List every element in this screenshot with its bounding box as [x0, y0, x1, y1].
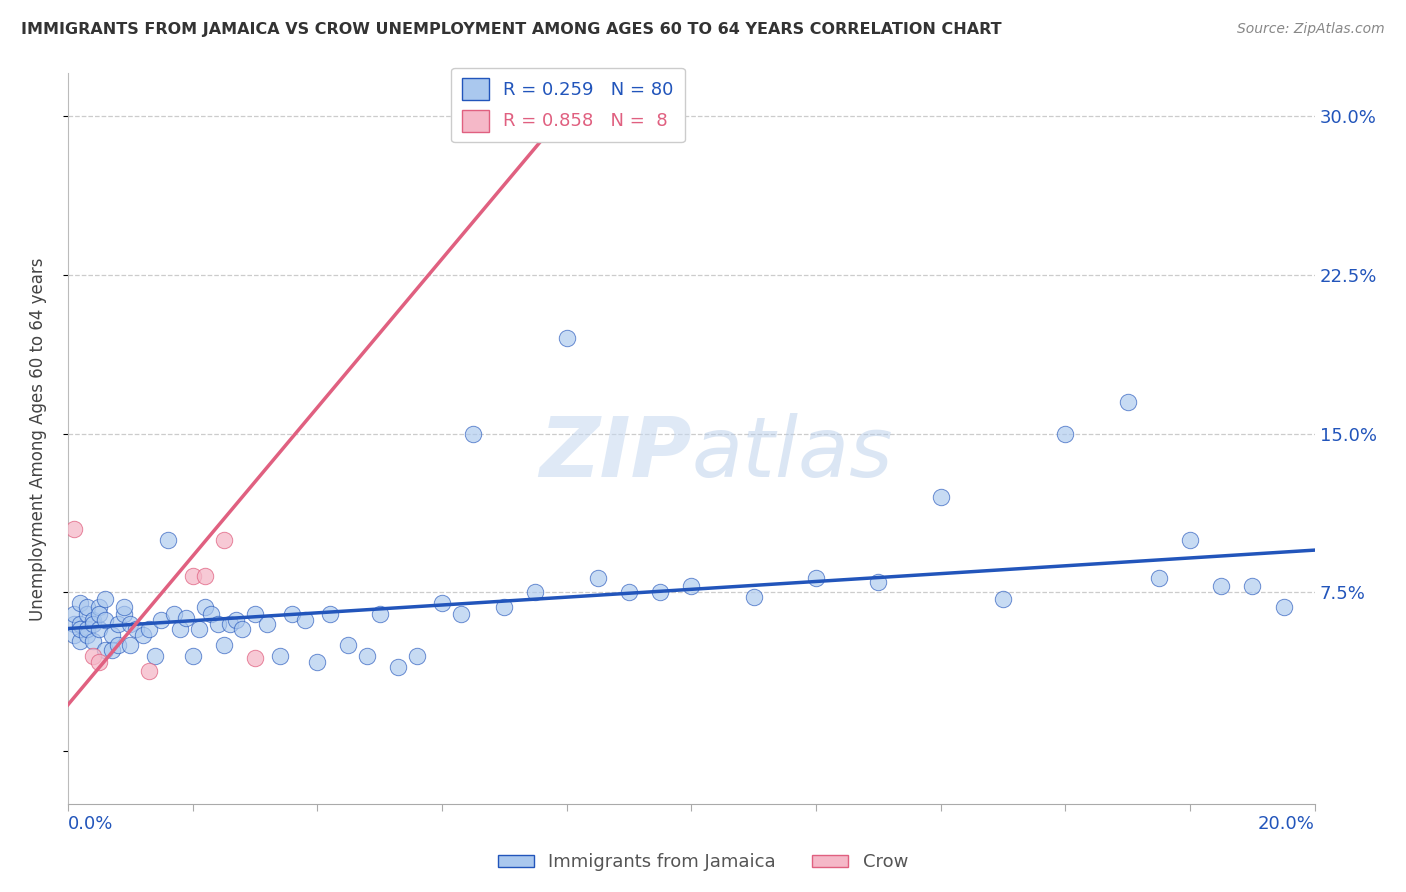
Text: 20.0%: 20.0%	[1258, 815, 1315, 833]
Point	[181, 649, 204, 664]
Point	[76, 600, 98, 615]
Point	[176, 611, 198, 625]
Point	[63, 522, 86, 536]
Point	[1178, 533, 1201, 547]
Point	[63, 617, 86, 632]
Point	[406, 649, 429, 664]
Text: Source: ZipAtlas.com: Source: ZipAtlas.com	[1237, 22, 1385, 37]
Point	[94, 642, 117, 657]
Point	[156, 533, 179, 547]
Point	[212, 639, 235, 653]
Text: ZIP: ZIP	[538, 413, 692, 494]
Point	[120, 617, 142, 632]
Point	[555, 331, 578, 345]
Point	[194, 568, 217, 582]
Point	[269, 649, 291, 664]
Y-axis label: Unemployment Among Ages 60 to 64 years: Unemployment Among Ages 60 to 64 years	[30, 257, 46, 621]
Point	[586, 571, 609, 585]
Point	[356, 649, 378, 664]
Point	[82, 617, 104, 632]
Point	[450, 607, 472, 621]
Point	[219, 617, 242, 632]
Point	[231, 622, 253, 636]
Point	[143, 649, 166, 664]
Point	[138, 622, 160, 636]
Point	[494, 600, 516, 615]
Point	[524, 585, 547, 599]
Point	[131, 628, 153, 642]
Point	[243, 607, 266, 621]
Point	[212, 533, 235, 547]
Point	[256, 617, 278, 632]
Point	[742, 590, 765, 604]
Point	[243, 651, 266, 665]
Point	[194, 600, 217, 615]
Point	[1116, 394, 1139, 409]
Point	[181, 568, 204, 582]
Point	[1241, 579, 1264, 593]
Point	[82, 634, 104, 648]
Point	[1147, 571, 1170, 585]
Point	[804, 571, 827, 585]
Point	[107, 617, 129, 632]
Point	[681, 579, 703, 593]
Point	[100, 628, 122, 642]
Point	[319, 607, 342, 621]
Point	[169, 622, 191, 636]
Point	[69, 634, 91, 648]
Point	[76, 622, 98, 636]
Point	[69, 622, 91, 636]
Point	[94, 613, 117, 627]
Point	[107, 639, 129, 653]
Point	[617, 585, 640, 599]
Point	[150, 613, 173, 627]
Point	[200, 607, 222, 621]
Point	[94, 591, 117, 606]
Point	[125, 622, 148, 636]
Point	[368, 607, 391, 621]
Point	[187, 622, 209, 636]
Point	[138, 664, 160, 678]
Legend: Immigrants from Jamaica, Crow: Immigrants from Jamaica, Crow	[491, 847, 915, 879]
Text: atlas: atlas	[692, 413, 893, 494]
Text: IMMIGRANTS FROM JAMAICA VS CROW UNEMPLOYMENT AMONG AGES 60 TO 64 YEARS CORRELATI: IMMIGRANTS FROM JAMAICA VS CROW UNEMPLOY…	[21, 22, 1001, 37]
Point	[991, 591, 1014, 606]
Point	[120, 639, 142, 653]
Point	[76, 607, 98, 621]
Point	[63, 607, 86, 621]
Point	[281, 607, 304, 621]
Point	[1272, 600, 1295, 615]
Point	[307, 656, 329, 670]
Point	[87, 656, 110, 670]
Point	[650, 585, 672, 599]
Text: 0.0%: 0.0%	[67, 815, 114, 833]
Point	[225, 613, 247, 627]
Point	[87, 622, 110, 636]
Point	[868, 574, 890, 589]
Point	[82, 613, 104, 627]
Point	[112, 607, 135, 621]
Point	[337, 639, 360, 653]
Point	[69, 596, 91, 610]
Legend: R = 0.259   N = 80, R = 0.858   N =  8: R = 0.259 N = 80, R = 0.858 N = 8	[451, 68, 685, 143]
Point	[1054, 426, 1077, 441]
Point	[112, 600, 135, 615]
Point	[1211, 579, 1233, 593]
Point	[163, 607, 186, 621]
Point	[69, 617, 91, 632]
Point	[430, 596, 453, 610]
Point	[76, 628, 98, 642]
Point	[461, 426, 484, 441]
Point	[100, 642, 122, 657]
Point	[63, 628, 86, 642]
Point	[207, 617, 229, 632]
Point	[87, 600, 110, 615]
Point	[87, 607, 110, 621]
Point	[294, 613, 316, 627]
Point	[387, 659, 409, 673]
Point	[929, 490, 952, 504]
Point	[82, 649, 104, 664]
